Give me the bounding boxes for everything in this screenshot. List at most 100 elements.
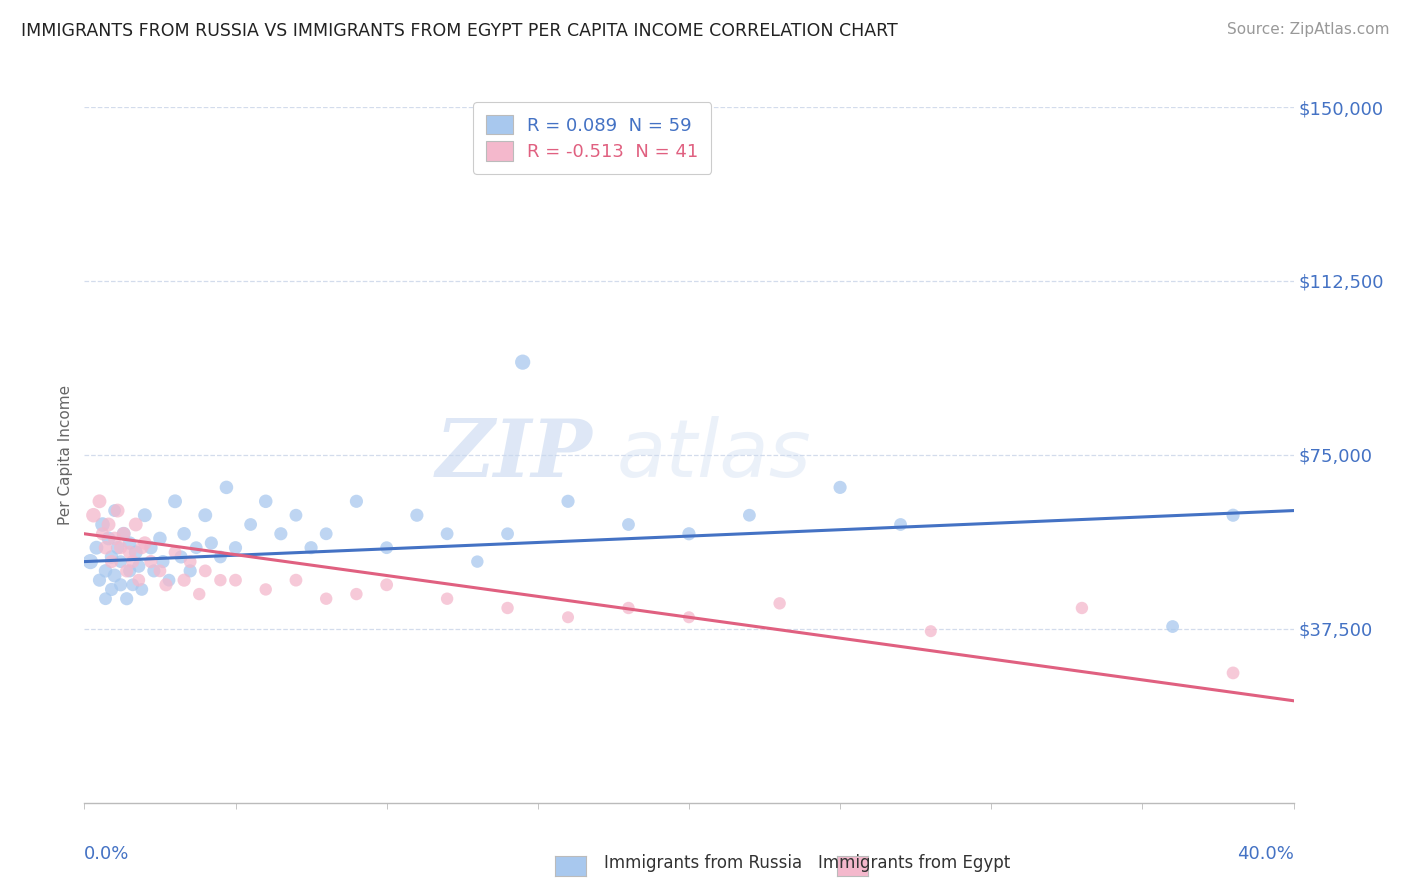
Point [738,508,761,523]
Point [134,536,156,550]
Point [100,549,122,564]
Point [131,582,153,597]
Point [107,541,129,555]
Point [125,517,148,532]
Point [225,573,247,587]
Point [215,480,238,494]
Point [284,573,308,587]
Point [118,564,141,578]
Point [115,591,138,606]
Point [139,541,162,555]
Point [142,564,165,578]
Point [188,587,211,601]
Text: atlas: atlas [616,416,811,494]
Text: 0.0%: 0.0% [84,845,129,863]
Point [115,564,138,578]
Point [149,532,172,546]
Point [200,536,222,550]
Point [769,596,792,610]
Point [112,526,135,541]
Point [239,517,262,532]
Point [89,494,111,508]
Point [110,578,132,592]
Point [94,541,117,555]
Point [173,526,195,541]
Point [557,494,579,508]
Text: ZIP: ZIP [436,417,592,493]
Point [97,517,120,532]
Point [270,526,292,541]
Point [128,573,150,587]
Point [194,564,217,578]
Point [512,355,534,369]
Point [149,564,172,578]
Point [97,532,120,546]
Point [209,549,232,564]
Point [284,508,308,523]
Point [179,555,201,569]
Point [557,610,579,624]
Point [110,541,132,555]
Point [94,564,117,578]
Point [254,494,277,508]
Point [194,508,217,523]
Point [91,517,114,532]
Point [315,526,337,541]
Point [678,610,700,624]
Point [82,508,104,523]
Point [100,555,122,569]
Text: Source: ZipAtlas.com: Source: ZipAtlas.com [1226,22,1389,37]
Point [121,578,143,592]
Point [104,503,127,517]
Point [94,591,117,606]
Point [617,601,640,615]
Point [225,541,247,555]
Point [375,541,398,555]
Point [155,578,177,592]
Point [467,555,489,569]
Point [496,601,519,615]
Point [830,480,852,494]
Point [107,503,129,517]
Point [89,573,111,587]
Point [678,526,700,541]
Point [1071,601,1094,615]
Point [121,555,143,569]
Point [134,508,156,523]
Point [173,573,195,587]
Point [209,573,232,587]
Point [163,545,186,559]
Point [139,555,162,569]
Point [346,494,368,508]
Text: 40.0%: 40.0% [1237,845,1294,863]
Point [920,624,942,639]
Point [118,536,141,550]
Point [118,545,141,559]
Text: IMMIGRANTS FROM RUSSIA VS IMMIGRANTS FROM EGYPT PER CAPITA INCOME CORRELATION CH: IMMIGRANTS FROM RUSSIA VS IMMIGRANTS FRO… [21,22,898,40]
Point [890,517,912,532]
Legend: R = 0.089  N = 59, R = -0.513  N = 41: R = 0.089 N = 59, R = -0.513 N = 41 [474,103,711,174]
Point [104,532,127,546]
Y-axis label: Per Capita Income: Per Capita Income [58,384,73,525]
Point [254,582,277,597]
Point [131,541,153,555]
Text: Immigrants from Egypt: Immigrants from Egypt [818,855,1010,872]
Point [170,549,193,564]
Point [375,578,398,592]
Point [91,526,114,541]
Point [436,591,458,606]
Point [436,526,458,541]
Point [157,573,180,587]
Point [128,559,150,574]
Point [299,541,322,555]
Point [110,555,132,569]
Point [1222,665,1244,680]
Point [86,541,108,555]
Text: Immigrants from Russia: Immigrants from Russia [605,855,801,872]
Point [152,555,174,569]
Point [112,526,135,541]
Point [79,555,101,569]
Point [617,517,640,532]
Point [100,582,122,597]
Point [186,541,208,555]
